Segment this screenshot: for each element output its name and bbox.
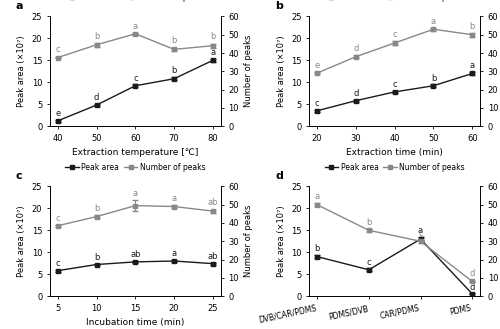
Y-axis label: Peak area (×10⁷): Peak area (×10⁷) — [18, 205, 26, 277]
Text: ab: ab — [208, 198, 218, 208]
Legend: Peak area, Number of peaks: Peak area, Number of peaks — [324, 163, 465, 172]
Text: b: b — [210, 32, 216, 41]
Y-axis label: Number of peaks: Number of peaks — [244, 35, 254, 108]
Text: c: c — [56, 45, 60, 55]
Text: c: c — [56, 259, 60, 268]
Text: e: e — [55, 110, 60, 118]
Text: c: c — [16, 171, 22, 181]
Text: a: a — [418, 226, 423, 235]
Text: d: d — [275, 171, 283, 181]
Text: b: b — [94, 32, 99, 41]
Legend: Peak area, Number of peaks: Peak area, Number of peaks — [65, 163, 206, 172]
Y-axis label: Peak area (×10⁷): Peak area (×10⁷) — [276, 205, 285, 277]
Text: a: a — [16, 1, 24, 11]
Text: a: a — [172, 194, 176, 203]
Text: d: d — [470, 269, 475, 278]
X-axis label: Extraction temperature [℃]: Extraction temperature [℃] — [72, 148, 198, 157]
Text: b: b — [275, 1, 283, 11]
Text: b: b — [172, 66, 177, 75]
X-axis label: Extraction time (min): Extraction time (min) — [346, 148, 443, 157]
Text: a: a — [431, 16, 436, 26]
Text: d: d — [470, 283, 475, 292]
Text: c: c — [56, 214, 60, 223]
Text: c: c — [315, 99, 320, 108]
Text: e: e — [314, 61, 320, 70]
Text: d: d — [353, 89, 358, 98]
Text: b: b — [314, 244, 320, 253]
Text: c: c — [418, 229, 423, 238]
Text: d: d — [353, 44, 358, 53]
Text: a: a — [314, 192, 320, 201]
Text: b: b — [431, 74, 436, 83]
Text: b: b — [94, 204, 99, 213]
Text: c: c — [392, 80, 397, 89]
Legend: Peak area, Number of peaks: Peak area, Number of peaks — [65, 0, 206, 2]
Y-axis label: Peak area (×10⁷): Peak area (×10⁷) — [18, 36, 26, 107]
Text: b: b — [470, 22, 475, 31]
Y-axis label: Number of peaks: Number of peaks — [244, 205, 254, 277]
Text: ab: ab — [130, 250, 140, 259]
Text: b: b — [366, 218, 372, 227]
Text: c: c — [133, 74, 138, 83]
Legend: Peak area, Number of peaks: Peak area, Number of peaks — [324, 0, 465, 2]
Text: a: a — [210, 48, 216, 57]
Text: b: b — [172, 36, 177, 45]
Text: c: c — [392, 30, 397, 39]
Text: a: a — [470, 61, 475, 70]
Text: d: d — [94, 93, 99, 102]
Y-axis label: Peak area (×10⁷): Peak area (×10⁷) — [276, 36, 285, 107]
Text: a: a — [133, 189, 138, 198]
Text: c: c — [366, 258, 371, 267]
Text: a: a — [133, 22, 138, 31]
X-axis label: Incubation time (min): Incubation time (min) — [86, 318, 184, 327]
Text: b: b — [94, 253, 99, 262]
Text: ab: ab — [208, 252, 218, 261]
Text: a: a — [172, 249, 176, 258]
